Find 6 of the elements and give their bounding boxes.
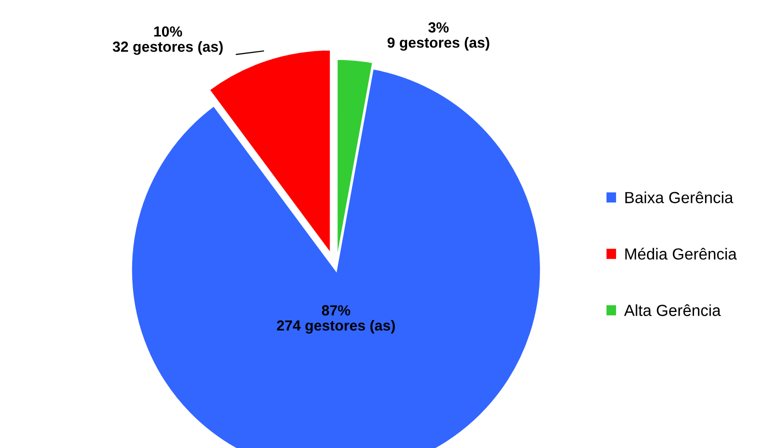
legend-label: Baixa Gerência — [625, 191, 734, 204]
data-label: 87% 274 gestores (as) — [276, 305, 395, 334]
data-label: 10% 32 gestores (as) — [112, 26, 223, 55]
legend-label: Alta Gerência — [624, 304, 721, 316]
data-label: 3% 9 gestores (as) — [388, 22, 490, 51]
legend-label: Média Gerência — [625, 248, 737, 260]
